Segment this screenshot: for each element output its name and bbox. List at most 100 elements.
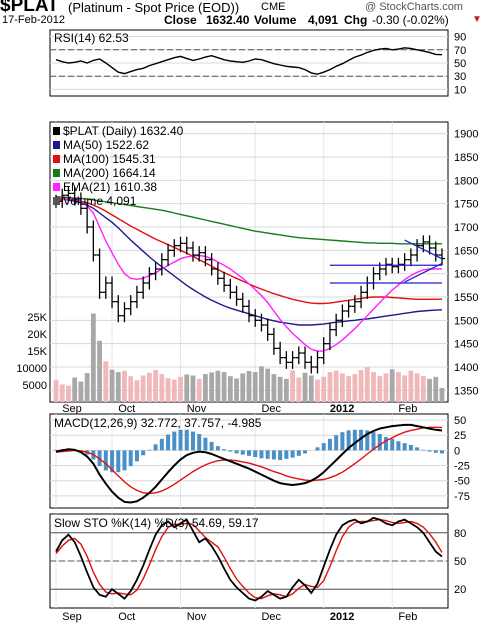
volume-bar <box>259 366 264 402</box>
rsi-line <box>55 47 443 75</box>
volume-bar <box>246 371 252 402</box>
bottom-x-tick-label: Oct <box>118 611 135 623</box>
stochastic-tick-label: 20 <box>454 584 466 596</box>
macd-histogram-bar <box>315 447 320 451</box>
chg-label: Chg <box>344 13 368 27</box>
macd-tick-label: 50 <box>454 415 466 427</box>
volume-bar <box>364 367 370 402</box>
macd-histogram-bar <box>365 430 370 451</box>
volume-tick-label: 5000 <box>23 380 47 392</box>
close-value: 1632.40 <box>206 13 250 27</box>
price-x-tick-label: Sep <box>62 403 82 415</box>
macd-histogram-bar <box>147 449 152 451</box>
close-label: Close <box>164 13 197 27</box>
bottom-x-tick-label: Feb <box>398 611 417 623</box>
volume-bar <box>389 369 395 402</box>
volume-bar <box>240 373 246 402</box>
volume-bar <box>209 372 215 402</box>
down-arrow-icon: ▼ <box>472 14 482 25</box>
price-tick-label: 1750 <box>454 199 478 211</box>
macd-histogram-bar <box>184 429 189 451</box>
macd-histogram-bar <box>359 429 364 451</box>
rsi-tick-label: 30 <box>454 71 466 83</box>
macd-histogram-bar <box>178 429 183 451</box>
volume-bar <box>165 378 171 402</box>
volume-bar <box>184 374 190 402</box>
volume-bar <box>103 361 109 402</box>
volume-bar <box>302 372 308 402</box>
macd-histogram-bar <box>296 450 301 456</box>
price-x-tick-label: 2012 <box>330 403 354 415</box>
volume-bar <box>90 313 96 402</box>
stochastic-tick-label: 50 <box>454 556 466 568</box>
volume-bar <box>315 379 320 402</box>
volume-bar <box>408 370 414 402</box>
volume-tick-label: 20K <box>27 329 47 341</box>
volume-bar <box>414 373 420 402</box>
volume-bar <box>308 375 314 402</box>
volume-bar <box>277 376 283 402</box>
volume-bar <box>283 378 289 402</box>
legend-ema21: EMA(21) 1610.38 <box>63 180 157 194</box>
volume-bar <box>358 370 364 402</box>
macd-histogram-bar <box>222 449 227 451</box>
volume-bar <box>234 378 239 402</box>
macd-histogram-bar <box>134 450 139 462</box>
macd-histogram-bar <box>265 450 270 459</box>
bottom-x-tick-label: Nov <box>187 611 207 623</box>
legend-ma50: MA(50) 1522.62 <box>63 138 149 152</box>
macd-histogram-bar <box>234 450 239 454</box>
stochastic-tick-label: 80 <box>454 528 466 540</box>
macd-tick-label: -25 <box>454 461 470 473</box>
macd-title: MACD(12,26,9) 32.772, 37.757, -4.985 <box>54 416 262 430</box>
legend-ma100-swatch <box>53 155 60 163</box>
volume-bar <box>66 385 71 402</box>
volume-bar <box>271 374 277 402</box>
price-x-tick-label: Feb <box>398 403 417 415</box>
volume-bar <box>439 388 445 402</box>
macd-histogram-bar <box>259 450 264 459</box>
legend-ma100: MA(100) 1545.31 <box>63 152 156 166</box>
macd-histogram-bar <box>352 429 357 451</box>
macd-histogram-bar <box>440 450 444 454</box>
volume-bar <box>383 373 389 402</box>
price-legend-title-swatch <box>53 127 60 135</box>
volume-bar <box>203 374 208 402</box>
volume-tick-label: 25K <box>27 312 47 324</box>
legend-ma50-swatch <box>53 141 60 149</box>
volume-bar <box>140 375 146 402</box>
macd-histogram-bar <box>172 431 177 451</box>
macd-histogram-bar <box>303 450 308 454</box>
price-tick-label: 1600 <box>454 269 478 281</box>
volume-bar <box>265 368 271 402</box>
legend-ema21-swatch <box>53 183 60 191</box>
macd-histogram-bar <box>377 434 382 451</box>
lower-triangle-trendline <box>404 262 443 283</box>
volume-bar <box>78 381 84 402</box>
rsi-tick-label: 90 <box>454 32 466 44</box>
price-x-tick-label: Oct <box>118 403 135 415</box>
volume-bar <box>178 376 183 402</box>
volume-bar <box>146 372 152 402</box>
macd-histogram-bar <box>408 444 413 451</box>
macd-histogram-bar <box>284 450 289 459</box>
volume-bar <box>171 379 177 402</box>
legend-ma200: MA(200) 1664.14 <box>63 166 156 180</box>
macd-histogram-bar <box>421 449 426 451</box>
macd-histogram-bar <box>215 446 220 451</box>
volume-bar <box>128 376 134 402</box>
volume-bar <box>109 369 115 402</box>
macd-histogram-bar <box>110 450 115 473</box>
volume-bar <box>134 380 140 402</box>
rsi-tick-label: 50 <box>454 58 466 70</box>
price-tick-label: 1550 <box>454 292 478 304</box>
macd-tick-label: -50 <box>454 476 470 488</box>
exchange-label: CME <box>261 1 286 13</box>
macd-tick-label: -75 <box>454 491 470 503</box>
volume-bar <box>327 372 333 402</box>
volume-bar <box>296 377 302 402</box>
volume-tick-label: 10000 <box>16 363 47 375</box>
legend-volume: Volume 4,091 <box>63 194 137 208</box>
macd-histogram-bar <box>197 434 202 451</box>
price-tick-label: 1850 <box>454 152 478 164</box>
